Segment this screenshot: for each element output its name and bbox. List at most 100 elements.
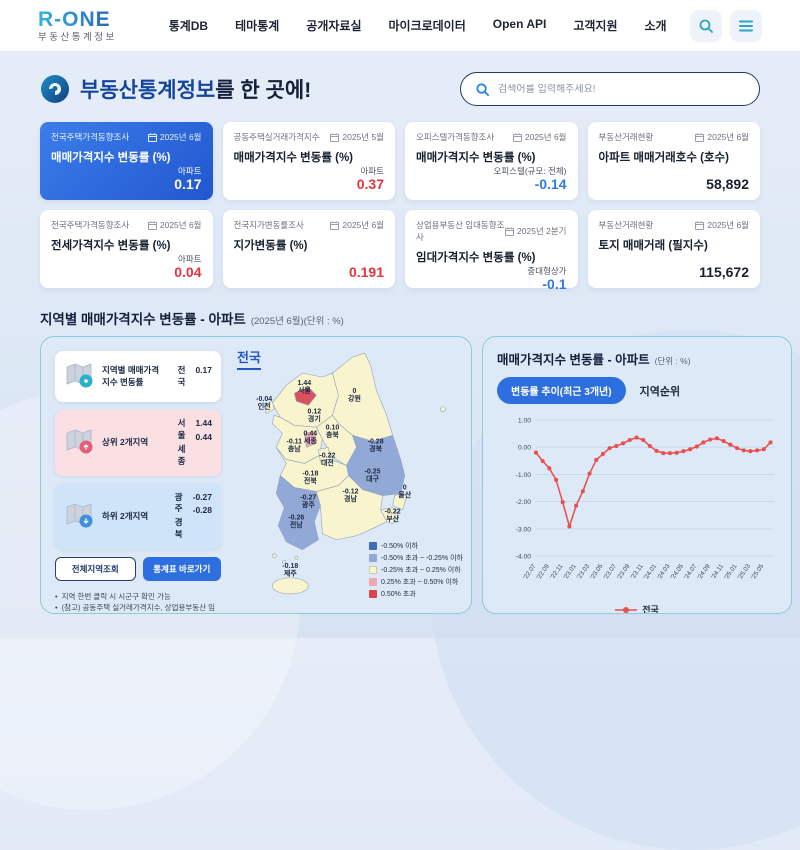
map-legend-item-2: -0.25% 초과 ~ 0.25% 이하	[369, 565, 463, 575]
stat-card-value: 115,672	[699, 264, 749, 280]
stat-card-5[interactable]: 전국지가변동률조사 2025년 6월 지가변동률 (%) 0.191	[222, 210, 395, 288]
report-date: 2025년 6월	[512, 131, 567, 143]
map-info-card-1[interactable]: 상위 2개지역 서울 세종 1.44 0.44	[55, 410, 221, 476]
trend-chart-panel: 매매가격지수 변동률 - 아파트 (단위 : %) 변동률 추이(최근 3개년)…	[482, 336, 792, 614]
calendar-icon	[330, 220, 340, 230]
nav-item-5[interactable]: 고객지원	[573, 19, 618, 33]
data-point	[594, 457, 599, 463]
stat-card-0[interactable]: 전국주택가격동향조사 2025년 6월 매매가격지수 변동률 (%) 아파트 0.17	[40, 122, 213, 200]
go-to-table-button[interactable]: 통계표 바로가기	[142, 557, 221, 582]
nav-item-2[interactable]: 공개자료실	[306, 19, 362, 33]
data-point	[728, 442, 733, 447]
stat-card-sublabel: 아파트	[178, 254, 202, 264]
survey-name: 전국지가변동률조사	[233, 220, 304, 230]
logo-title: R-ONE	[38, 9, 117, 30]
hero-search-input[interactable]	[498, 83, 745, 95]
nav-item-0[interactable]: 통계DB	[168, 19, 209, 33]
y-tick-label: -2.00	[516, 499, 532, 506]
map-region-세종[interactable]	[304, 431, 317, 448]
map-island	[282, 559, 287, 564]
search-button[interactable]	[690, 9, 722, 42]
x-tick-label: '24.05	[670, 563, 686, 581]
report-date: 2025년 6월	[695, 219, 749, 231]
map-legend-item-0: -0.50% 이하	[369, 541, 463, 551]
hero-search-box[interactable]	[460, 72, 760, 106]
map-down-icon	[66, 503, 93, 528]
stat-card-3[interactable]: 부동산거래현황 2025년 6월 아파트 매매거래호수 (호수) 58,892	[587, 122, 760, 200]
tab-trend[interactable]: 변동률 추이(최근 3개년)	[497, 377, 626, 404]
info-region-name: 서울	[177, 418, 186, 440]
date-label: 2025년 6월	[524, 132, 567, 142]
stat-card-value: 0.191	[348, 264, 384, 280]
site-logo[interactable]: R-ONE 부동산통계정보	[38, 9, 117, 43]
map-legend-item-4: 0.50% 초과	[369, 589, 463, 599]
legend-label: 0.50% 초과	[381, 591, 416, 598]
stat-card-sublabel: 중대형상가	[527, 266, 567, 276]
stat-card-header: 상업용부동산 임대동향조사 2025년 2분기	[416, 219, 567, 243]
map-label-경북: -0.28 경북	[368, 438, 384, 453]
y-tick-label: -4.00	[516, 554, 532, 561]
calendar-icon	[147, 220, 157, 230]
stat-card-6[interactable]: 상업용부동산 임대동향조사 2025년 2분기 임대가격지수 변동률 (%) 중대형상…	[405, 210, 578, 292]
nav-item-6[interactable]: 소개	[644, 19, 667, 33]
tab-region-rank[interactable]: 지역순위	[640, 383, 680, 399]
nav-item-1[interactable]: 테마통계	[235, 19, 280, 33]
data-point	[614, 443, 619, 449]
hamburger-icon	[739, 20, 753, 31]
map-info-card-0[interactable]: 지역별 매매가격지수 변동률 전국 0.17	[55, 351, 221, 402]
x-tick-label: '25.01	[723, 563, 739, 581]
date-label: 2025년 6월	[159, 220, 202, 230]
main-nav: 통계DB 테마통계 공개자료실 마이크로데이터 Open API 고객지원 소개	[169, 17, 667, 34]
legend-swatch	[369, 566, 377, 574]
stat-card-value: 0.37	[356, 176, 384, 192]
korea-map[interactable]: 0.12 경기 0 강원 1.44 서울 -0.04 인천 0.10 충북 -0.11 충남0.44 세…	[227, 343, 467, 609]
map-island	[271, 553, 277, 559]
map-island	[294, 555, 299, 560]
info-card-label: 지역별 매매가격지수 변동률	[102, 365, 160, 387]
map-info-card-2[interactable]: 하위 2개지역 광주 경북 -0.27 -0.28	[55, 483, 221, 550]
map-label-전북: -0.18 전북	[302, 470, 318, 485]
map-region-경북[interactable]	[346, 435, 406, 496]
map-pin-icon	[66, 363, 93, 388]
stat-card-title: 토지 매매거래 (필지수)	[598, 240, 708, 252]
map-label-전남: -0.26 전남	[288, 515, 304, 530]
legend-label: 0.25% 초과 ~ 0.50% 이하	[381, 579, 459, 586]
stat-card-sublabel	[599, 165, 750, 175]
menu-button[interactable]	[730, 9, 762, 42]
map-legend-item-1: -0.50% 초과 ~ -0.25% 이하	[369, 553, 463, 563]
report-date: 2025년 6월	[330, 219, 384, 231]
map-region-광주[interactable]	[300, 493, 315, 506]
stat-card-2[interactable]: 오피스텔가격동향조사 2025년 6월 매매가격지수 변동률 (%) 오피스텔(규모:…	[405, 122, 578, 200]
data-point	[634, 435, 639, 440]
map-region-부산[interactable]	[380, 507, 399, 524]
nav-item-3[interactable]: 마이크로데이터	[388, 19, 466, 33]
map-region-대구[interactable]	[364, 467, 381, 482]
survey-name: 오피스텔가격동향조사	[416, 132, 495, 142]
map-region-제주[interactable]	[271, 577, 309, 595]
map-region-울산[interactable]	[392, 493, 408, 510]
nav-item-4[interactable]: Open API	[492, 17, 547, 31]
data-point	[540, 458, 545, 464]
stat-card-1[interactable]: 공동주택실거래가격지수 2025년 5월 매매가격지수 변동률 (%) 아파트 0.37	[222, 122, 395, 200]
stat-card-4[interactable]: 전국주택가격동향조사 2025년 6월 전세가격지수 변동률 (%) 아파트 0.04	[40, 210, 213, 288]
map-legend-item-3: 0.25% 초과 ~ 0.50% 이하	[369, 577, 463, 587]
map-region-인천[interactable]	[263, 400, 275, 414]
stat-card-title: 전세가격지수 변동률 (%)	[51, 240, 171, 252]
legend-swatch	[369, 590, 377, 598]
logo-subtitle: 부동산통계정보	[38, 31, 117, 43]
stat-card-header: 부동산거래현황 2025년 6월	[599, 219, 750, 231]
map-region-경남[interactable]	[316, 475, 387, 541]
region-map-panel: 지역별 매매가격지수 변동률 전국 0.17 상위 2개지역 서울 세종 1.44 0.44 하…	[40, 336, 472, 614]
map-up-icon	[66, 429, 93, 454]
map-region-서울[interactable]	[294, 386, 317, 406]
date-label: 2025년 6월	[707, 132, 749, 142]
stat-card-header: 전국주택가격동향조사 2025년 6월	[51, 219, 202, 231]
map-label-경기: 0.12 경기	[308, 408, 322, 423]
x-tick-label: '24.09	[696, 563, 712, 581]
data-point	[748, 449, 753, 454]
map-region-title[interactable]: 전국	[237, 347, 261, 370]
data-point	[621, 441, 626, 446]
stat-card-title: 아파트 매매거래호수 (호수)	[598, 152, 729, 164]
view-all-regions-button[interactable]: 전체지역조회	[55, 557, 136, 582]
